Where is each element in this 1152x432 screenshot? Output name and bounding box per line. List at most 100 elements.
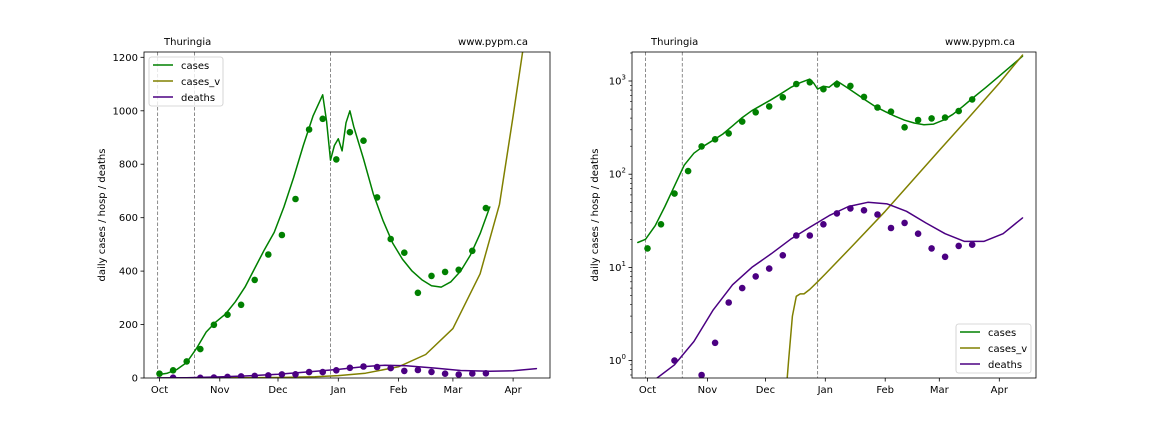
left-point-deaths-16 <box>401 367 408 375</box>
left-point-cases-4 <box>210 321 218 329</box>
left-point-cases-15 <box>360 137 367 144</box>
right-point-cases-7 <box>738 118 746 125</box>
left-point-cases-9 <box>278 231 286 239</box>
left-point-cases-14 <box>346 128 354 136</box>
right-xtick-label-3: Jan <box>817 385 833 396</box>
right-point-cases-15 <box>847 82 854 90</box>
left-y-axis-label: daily cases / hosp / deaths <box>97 149 108 282</box>
right-xtick-label-1: Nov <box>698 385 718 396</box>
left-xtick-label-0: Oct <box>151 385 168 396</box>
right-point-deaths-11 <box>833 210 841 217</box>
left-point-deaths-0 <box>169 374 177 378</box>
left-ytick-label-0: 0 <box>132 374 138 385</box>
right-xtick-label-2: Dec <box>756 385 775 396</box>
right-point-deaths-16 <box>901 219 908 227</box>
right-point-cases-8 <box>752 109 759 116</box>
right-axes-frame <box>631 51 1037 379</box>
left-xtick-label-1: Nov <box>210 385 230 396</box>
right-point-cases-0 <box>644 245 651 252</box>
left-point-cases-3 <box>197 345 204 353</box>
left-header-region: Thuringia <box>163 37 211 48</box>
left-axes-frame <box>143 51 551 379</box>
right-point-deaths-18 <box>928 245 935 252</box>
left-point-deaths-10 <box>319 368 327 376</box>
left-point-cases-7 <box>251 276 258 284</box>
right-xtick-label-6: Apr <box>991 385 1009 396</box>
left-point-deaths-13 <box>360 363 367 370</box>
right-point-deaths-2 <box>711 339 719 347</box>
left-point-cases-0 <box>156 370 163 378</box>
left-plot-marks <box>156 52 538 378</box>
left-point-deaths-21 <box>469 370 476 377</box>
right-point-cases-24 <box>968 96 976 103</box>
right-plot-marks <box>637 54 1024 378</box>
right-point-cases-19 <box>901 124 908 131</box>
right-point-cases-12 <box>806 79 814 86</box>
left-point-cases-16 <box>373 194 381 201</box>
right-point-cases-17 <box>874 104 881 111</box>
right-legend-label-cases-v: cases_v <box>988 344 1027 355</box>
right-xtick-label-0: Oct <box>639 385 656 396</box>
left-legend-box <box>148 56 224 107</box>
right-point-cases-11 <box>793 80 800 88</box>
right-xtick-label-5: Mar <box>930 385 950 396</box>
right-point-deaths-3 <box>725 299 732 306</box>
left-xtick-label-6: Apr <box>504 385 522 396</box>
right-xtick-label-4: Feb <box>876 385 894 396</box>
left-point-cases-6 <box>237 301 245 309</box>
right-point-deaths-10 <box>820 221 827 228</box>
right-header-region: Thuringia <box>650 37 698 48</box>
right-point-cases-23 <box>955 107 962 115</box>
left-point-deaths-17 <box>414 366 422 374</box>
right-point-deaths-5 <box>752 273 759 280</box>
left-ytick-label-2: 400 <box>119 267 138 278</box>
right-point-deaths-15 <box>887 224 895 232</box>
right-point-deaths-7 <box>779 252 787 259</box>
right-point-cases-13 <box>820 85 827 93</box>
left-point-deaths-19 <box>441 370 449 378</box>
left-point-cases-17 <box>387 235 395 243</box>
left-point-deaths-6 <box>265 372 272 378</box>
right-point-cases-16 <box>860 93 868 101</box>
left-ytick-label-5: 1000 <box>113 106 138 117</box>
left-point-cases-22 <box>455 266 463 274</box>
left-point-cases-24 <box>482 204 490 212</box>
right-vlines <box>645 52 819 378</box>
left-legend-label-cases-v: cases_v <box>181 77 220 88</box>
left-point-cases-13 <box>333 156 340 163</box>
left-x-ticks: Oct Nov Dec Jan Feb Mar Apr <box>151 378 523 396</box>
right-point-deaths-13 <box>860 207 868 214</box>
left-point-cases-23 <box>469 247 476 255</box>
right-legend-label-deaths: deaths <box>988 360 1022 371</box>
right-point-deaths-6 <box>765 265 773 272</box>
left-point-deaths-18 <box>428 368 435 376</box>
left-point-deaths-20 <box>455 371 463 378</box>
left-point-deaths-15 <box>387 364 395 372</box>
left-xtick-label-4: Feb <box>390 385 408 396</box>
left-ytick-label-1: 200 <box>119 320 138 331</box>
right-point-deaths-8 <box>793 232 800 239</box>
right-point-deaths-14 <box>874 211 881 218</box>
right-point-cases-21 <box>928 115 935 122</box>
right-header-website: www.pypm.ca <box>945 37 1015 48</box>
left-legend: cases cases_v deaths <box>148 56 224 107</box>
left-point-cases-18 <box>401 249 408 256</box>
left-point-cases-21 <box>441 268 449 276</box>
left-point-deaths-9 <box>305 368 313 376</box>
left-point-cases-20 <box>428 272 435 280</box>
left-legend-label-deaths: deaths <box>181 93 215 104</box>
right-point-cases-2 <box>671 190 678 197</box>
left-header-website: www.pypm.ca <box>458 37 528 48</box>
right-point-deaths-12 <box>847 205 854 212</box>
left-xtick-label-5: Mar <box>443 385 463 396</box>
left-point-cases-8 <box>265 251 272 258</box>
left-point-cases-19 <box>414 289 422 297</box>
left-ytick-label-3: 600 <box>119 213 138 224</box>
left-point-deaths-3 <box>224 373 231 378</box>
right-legend-box <box>955 323 1032 374</box>
left-line-cases <box>156 94 491 376</box>
left-ytick-label-4: 800 <box>119 160 138 171</box>
left-point-deaths-11 <box>333 367 340 374</box>
